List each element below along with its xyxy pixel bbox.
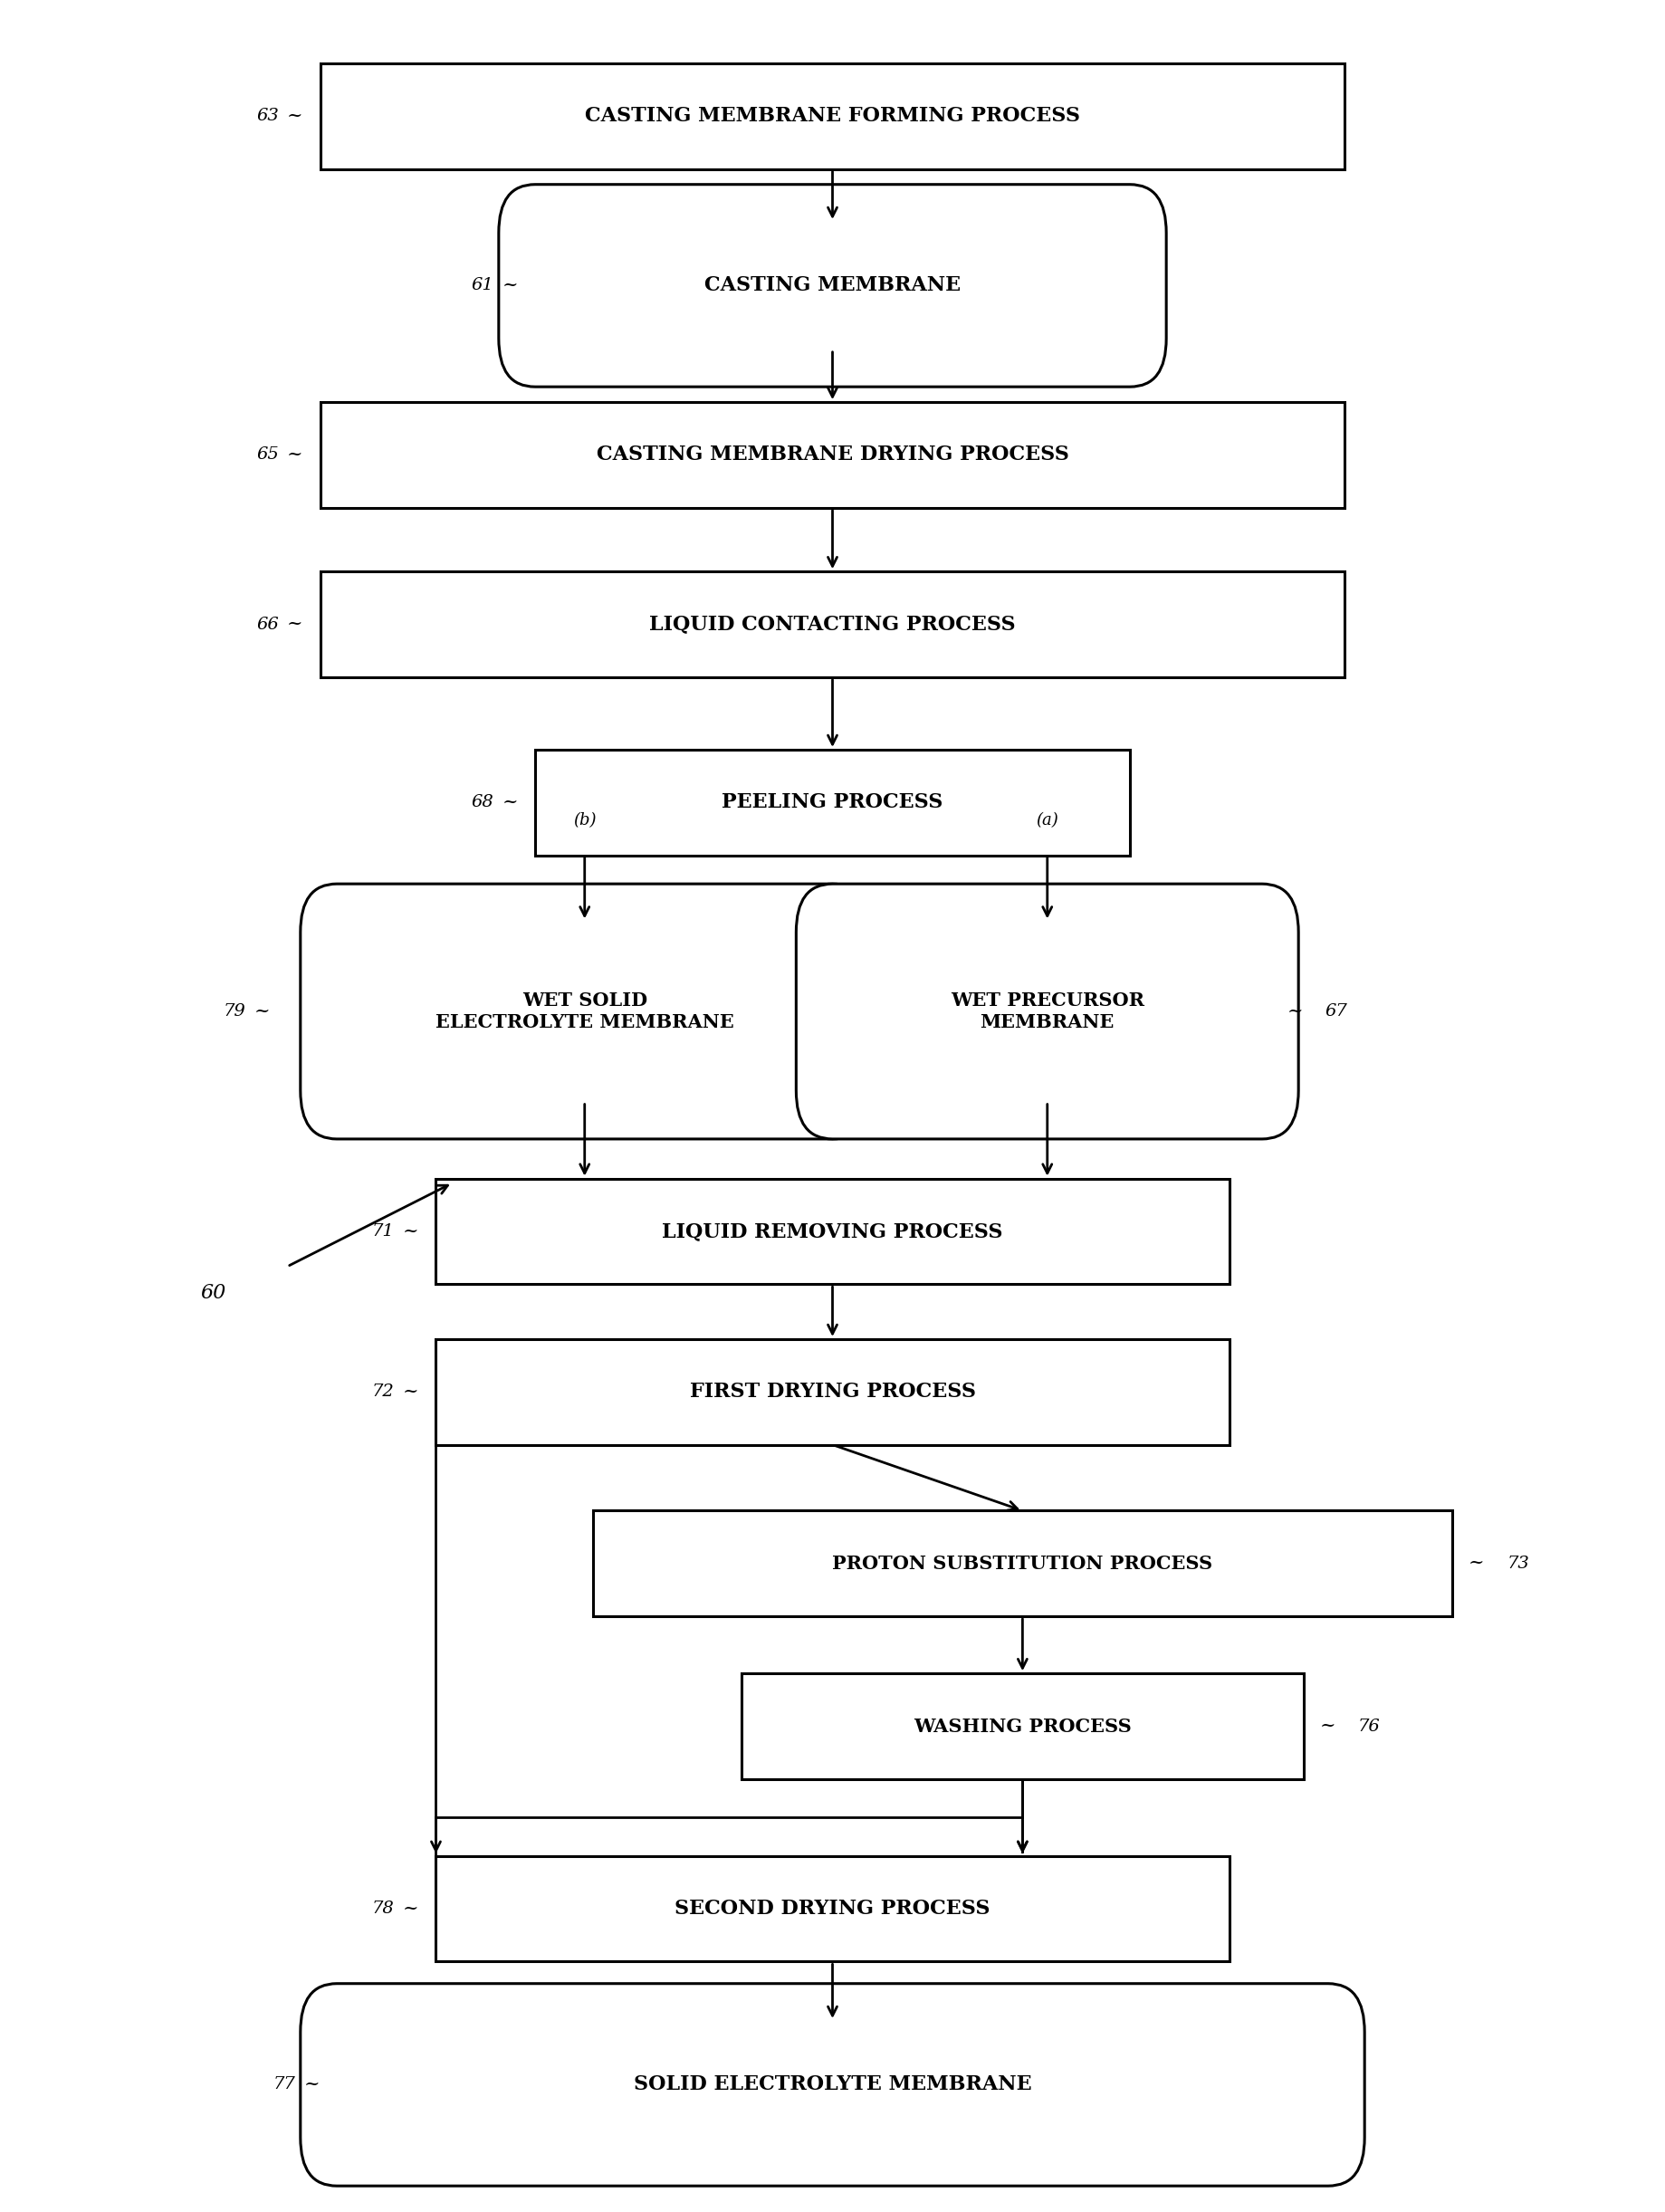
Text: CASTING MEMBRANE DRYING PROCESS: CASTING MEMBRANE DRYING PROCESS [596, 445, 1069, 465]
Text: ~: ~ [303, 2077, 320, 2093]
Text: 65: 65 [256, 447, 280, 462]
Text: LIQUID REMOVING PROCESS: LIQUID REMOVING PROCESS [663, 1221, 1002, 1241]
Text: 60: 60 [200, 1283, 226, 1303]
Text: CASTING MEMBRANE FORMING PROCESS: CASTING MEMBRANE FORMING PROCESS [584, 106, 1081, 126]
FancyBboxPatch shape [300, 1984, 1365, 2185]
Text: ~: ~ [255, 1002, 270, 1020]
FancyBboxPatch shape [320, 403, 1345, 509]
Text: WASHING PROCESS: WASHING PROCESS [914, 1717, 1132, 1734]
Text: ~: ~ [503, 794, 518, 812]
Text: WET SOLID
ELECTROLYTE MEMBRANE: WET SOLID ELECTROLYTE MEMBRANE [435, 991, 734, 1031]
FancyBboxPatch shape [320, 64, 1345, 168]
FancyBboxPatch shape [741, 1674, 1304, 1778]
Text: ~: ~ [286, 447, 303, 465]
FancyBboxPatch shape [300, 885, 869, 1139]
Text: ~: ~ [1320, 1719, 1335, 1734]
Text: ~: ~ [1287, 1002, 1302, 1020]
Text: FIRST DRYING PROCESS: FIRST DRYING PROCESS [689, 1382, 976, 1402]
Text: LIQUID CONTACTING PROCESS: LIQUID CONTACTING PROCESS [649, 615, 1016, 635]
FancyBboxPatch shape [593, 1511, 1452, 1617]
Text: (a): (a) [1036, 812, 1059, 830]
Text: 66: 66 [256, 617, 280, 633]
Text: ~: ~ [403, 1382, 418, 1400]
FancyBboxPatch shape [436, 1856, 1229, 1962]
Text: 63: 63 [256, 108, 280, 124]
Text: PEELING PROCESS: PEELING PROCESS [723, 792, 942, 812]
Text: 76: 76 [1359, 1719, 1380, 1734]
Text: ~: ~ [286, 615, 303, 633]
Text: SOLID ELECTROLYTE MEMBRANE: SOLID ELECTROLYTE MEMBRANE [633, 2075, 1032, 2095]
Text: 71: 71 [373, 1223, 395, 1239]
Text: 78: 78 [373, 1900, 395, 1918]
Text: 72: 72 [373, 1385, 395, 1400]
Text: (b): (b) [573, 812, 596, 830]
FancyBboxPatch shape [796, 885, 1299, 1139]
Text: 73: 73 [1507, 1555, 1528, 1573]
Text: ~: ~ [403, 1223, 418, 1241]
Text: 68: 68 [471, 794, 495, 810]
Text: ~: ~ [1469, 1555, 1485, 1573]
FancyBboxPatch shape [436, 1338, 1229, 1444]
Text: 67: 67 [1325, 1004, 1347, 1020]
FancyBboxPatch shape [499, 184, 1165, 387]
Text: 77: 77 [273, 2077, 295, 2093]
Text: PROTON SUBSTITUTION PROCESS: PROTON SUBSTITUTION PROCESS [832, 1555, 1212, 1573]
Text: ~: ~ [286, 108, 303, 124]
FancyBboxPatch shape [320, 571, 1345, 677]
Text: WET PRECURSOR
MEMBRANE: WET PRECURSOR MEMBRANE [951, 991, 1144, 1031]
Text: 79: 79 [223, 1004, 246, 1020]
Text: ~: ~ [503, 276, 518, 294]
Text: ~: ~ [403, 1900, 418, 1918]
Text: 61: 61 [471, 276, 495, 294]
FancyBboxPatch shape [534, 750, 1131, 856]
FancyBboxPatch shape [436, 1179, 1229, 1285]
Text: SECOND DRYING PROCESS: SECOND DRYING PROCESS [674, 1898, 991, 1918]
Text: CASTING MEMBRANE: CASTING MEMBRANE [704, 276, 961, 296]
